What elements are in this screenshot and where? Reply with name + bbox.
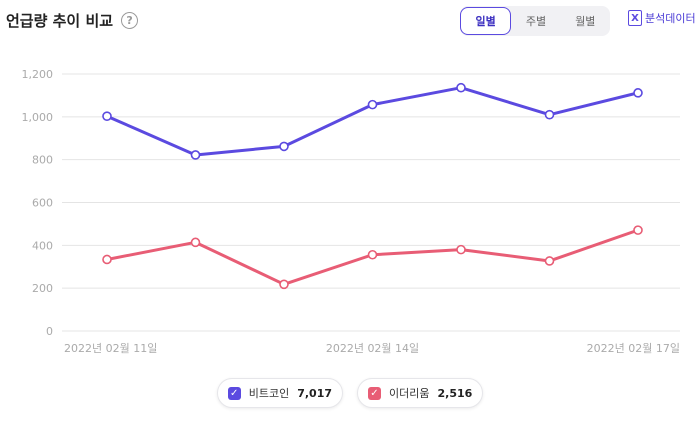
checkbox-icon[interactable]: ✓ bbox=[227, 386, 241, 400]
tab-monthly[interactable]: 월별 bbox=[575, 15, 596, 28]
export-data-label: 분석데이터 bbox=[645, 12, 696, 25]
y-tick-label: 600 bbox=[32, 197, 53, 210]
data-point-bitcoin bbox=[456, 82, 466, 93]
data-point-bitcoin bbox=[279, 141, 289, 152]
page-title: 언급량 추이 비교 bbox=[6, 12, 114, 30]
period-tab-group: 일별 주별 월별 bbox=[460, 6, 610, 36]
data-point-ethereum bbox=[456, 244, 466, 255]
x-tick-label: 2022년 02월 14일 bbox=[326, 341, 419, 355]
y-tick-label: 400 bbox=[32, 239, 53, 252]
chart-legend: ✓ 비트코인 7,017 ✓ 이더리움 2,516 bbox=[0, 378, 700, 408]
legend-label-ethereum: 이더리움 bbox=[389, 387, 430, 400]
y-tick-label: 200 bbox=[32, 282, 53, 295]
legend-total-ethereum: 2,516 bbox=[437, 386, 473, 400]
y-tick-label: 1,000 bbox=[22, 111, 54, 124]
tab-daily[interactable]: 일별 bbox=[460, 7, 512, 35]
checkbox-icon[interactable]: ✓ bbox=[368, 386, 381, 400]
x-tick-label: 2022년 02월 11일 bbox=[64, 341, 157, 355]
excel-icon: X bbox=[628, 10, 642, 26]
data-point-bitcoin bbox=[367, 99, 378, 110]
x-tick-label: 2022년 02월 17일 bbox=[587, 341, 680, 355]
help-icon[interactable]: ? bbox=[121, 12, 139, 29]
data-point-bitcoin bbox=[190, 150, 201, 160]
y-tick-label: 0 bbox=[46, 325, 53, 338]
data-point-ethereum bbox=[633, 225, 643, 235]
legend-item-ethereum[interactable]: ✓ 이더리움 2,516 bbox=[357, 378, 484, 408]
series-line-bitcoin bbox=[105, 86, 640, 157]
data-point-ethereum bbox=[367, 249, 378, 260]
y-tick-label: 800 bbox=[32, 154, 53, 167]
legend-label-bitcoin: 비트코인 bbox=[248, 387, 290, 400]
legend-item-bitcoin[interactable]: ✓ 비트코인 7,017 bbox=[216, 378, 343, 408]
y-tick-label: 1,200 bbox=[22, 68, 54, 81]
tab-weekly[interactable]: 주별 bbox=[525, 15, 547, 28]
export-data-button[interactable]: X 분석데이터 bbox=[628, 10, 696, 26]
chart-title-area: 언급량 추이 비교 ? bbox=[6, 10, 139, 31]
data-point-ethereum bbox=[190, 237, 201, 248]
data-point-bitcoin bbox=[544, 109, 555, 120]
data-point-ethereum bbox=[279, 279, 289, 290]
data-point-ethereum bbox=[544, 256, 555, 266]
data-point-bitcoin bbox=[633, 88, 643, 98]
data-point-ethereum bbox=[102, 254, 112, 265]
trend-line-chart: 0 200 400 600 800 1,000 1,200 2022년 02월 11일 2022… bbox=[22, 68, 680, 355]
legend-total-bitcoin: 7,017 bbox=[297, 386, 332, 400]
data-point-bitcoin bbox=[102, 111, 112, 121]
